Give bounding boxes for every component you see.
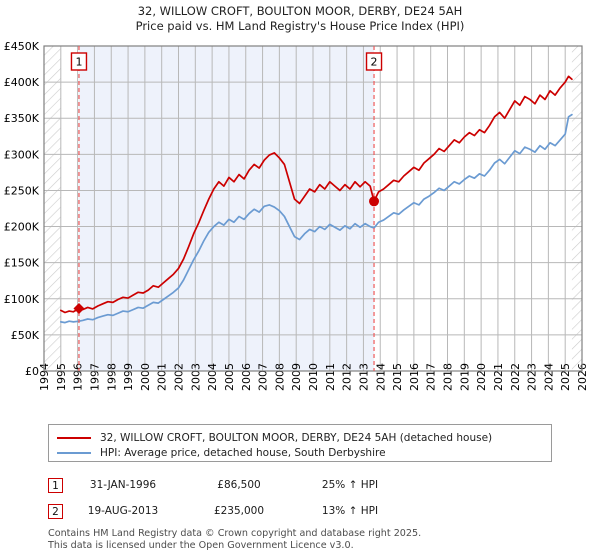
title-line-2: Price paid vs. HM Land Registry's House …: [135, 19, 465, 33]
marker-label-1: 1: [75, 56, 82, 69]
x-axis-tick-label: 2017: [425, 363, 438, 391]
y-axis-tick-label: £350K: [4, 112, 40, 125]
transaction-date-2: 19-AUG-2013: [87, 505, 159, 517]
transaction-hpi-delta-1: 25% ↑ HPI: [321, 479, 379, 491]
copyright-footer: Contains HM Land Registry data © Crown c…: [48, 528, 588, 551]
title-line-1: 32, WILLOW CROFT, BOULTON MOOR, DERBY, D…: [137, 4, 463, 18]
page-title: 32, WILLOW CROFT, BOULTON MOOR, DERBY, D…: [0, 4, 600, 34]
legend-swatch-property: [57, 436, 91, 439]
legend-swatch-hpi: [57, 451, 91, 454]
x-axis-tick-label: 2005: [223, 363, 236, 391]
x-axis-tick-label: 2018: [442, 363, 455, 391]
x-axis-tick-label: 2022: [509, 363, 522, 391]
price-history-chart: £0 £50K £100K £150K £200K £250K £300K £350K £400…: [4, 40, 589, 391]
x-axis-tick-label: 2015: [391, 363, 404, 391]
y-axis-tick-label: £0: [25, 365, 39, 378]
series-line: [59, 113, 573, 324]
x-axis-tick-label: 2021: [492, 363, 505, 391]
x-axis-tick-label: 2025: [559, 363, 572, 391]
transaction-price-2: £235,000: [213, 505, 265, 517]
x-axis-tick-label: 2002: [173, 363, 186, 391]
transaction-marker-2: [369, 196, 380, 207]
x-axis-tick-label: 2020: [475, 363, 488, 391]
chart-legend: 32, WILLOW CROFT, BOULTON MOOR, DERBY, D…: [48, 424, 552, 462]
legend-item-hpi: HPI: Average price, detached house, Sout…: [57, 445, 543, 460]
x-axis-tick-label: 2000: [139, 363, 152, 391]
transactions-table: 1 31-JAN-1996 £86,500 25% ↑ HPI 2 19-AUG…: [48, 472, 568, 524]
transaction-price-1: £86,500: [217, 479, 261, 491]
x-axis-tick-label: 2003: [189, 363, 202, 391]
x-axis-tick-label: 2019: [458, 363, 471, 391]
marker-badge-2: 2: [48, 503, 63, 519]
y-axis-tick-label: £450K: [4, 40, 40, 53]
x-axis-tick-label: 2014: [374, 363, 387, 391]
x-axis-tick-label: 1996: [72, 363, 85, 391]
transaction-marker-1: [73, 303, 85, 315]
x-axis-tick-label: 2007: [257, 363, 270, 391]
table-row: 1 31-JAN-1996 £86,500 25% ↑ HPI: [48, 472, 568, 498]
transaction-date-1: 31-JAN-1996: [89, 479, 157, 491]
x-axis-tick-label: 1999: [122, 363, 135, 391]
y-axis-tick-label: £150K: [4, 257, 40, 270]
x-axis-tick-label: 2009: [290, 363, 303, 391]
footer-line-1: Contains HM Land Registry data © Crown c…: [48, 528, 422, 539]
x-axis-tick-label: 2010: [307, 363, 320, 391]
x-axis-tick-label: 2006: [240, 363, 253, 391]
y-axis-tick-label: £250K: [4, 184, 40, 197]
series-line: [59, 75, 573, 314]
y-axis-tick-label: £100K: [4, 293, 40, 306]
legend-label-property: 32, WILLOW CROFT, BOULTON MOOR, DERBY, D…: [100, 431, 493, 444]
marker-label-2: 2: [371, 56, 378, 69]
x-axis-tick-label: 2026: [576, 363, 589, 391]
x-axis-tick-label: 2016: [408, 363, 421, 391]
x-axis-tick-label: 2012: [341, 363, 354, 391]
x-axis-tick-label: 2004: [206, 363, 219, 391]
x-axis-tick-label: 1995: [55, 363, 68, 391]
x-axis-tick-label: 2001: [156, 363, 169, 391]
x-axis-tick-label: 2024: [542, 363, 555, 391]
x-axis-tick-label: 2011: [324, 363, 337, 391]
y-axis-tick-label: £400K: [4, 76, 40, 89]
x-axis-tick-label: 1998: [105, 363, 118, 391]
legend-item-property: 32, WILLOW CROFT, BOULTON MOOR, DERBY, D…: [57, 430, 543, 445]
x-axis-tick-label: 1997: [88, 363, 101, 391]
y-axis-tick-label: £200K: [4, 221, 40, 234]
legend-label-hpi: HPI: Average price, detached house, Sout…: [100, 446, 386, 459]
x-axis-tick-label: 2013: [357, 363, 370, 391]
x-axis-tick-label: 2023: [526, 363, 539, 391]
y-axis-tick-label: £300K: [4, 148, 40, 161]
footer-line-2: This data is licensed under the Open Gov…: [48, 539, 354, 551]
x-axis-tick-label: 1994: [38, 363, 51, 391]
table-row: 2 19-AUG-2013 £235,000 13% ↑ HPI: [48, 498, 568, 524]
y-axis-tick-label: £50K: [11, 329, 40, 342]
transaction-hpi-delta-2: 13% ↑ HPI: [321, 505, 379, 517]
marker-badge-1: 1: [48, 477, 63, 493]
x-axis-tick-label: 2008: [273, 363, 286, 391]
